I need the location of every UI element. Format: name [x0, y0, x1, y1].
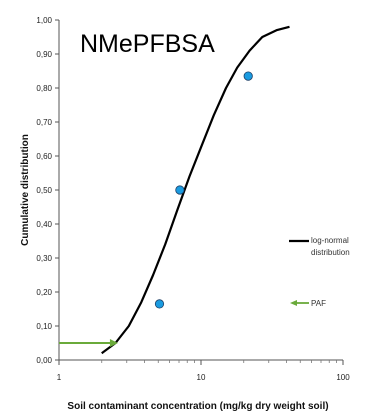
y-tick-label: 0,20 — [36, 288, 52, 297]
paf-layer — [59, 339, 118, 347]
y-tick-label: 0,30 — [36, 254, 52, 263]
y-axis-title: Cumulative distribution — [20, 134, 31, 246]
y-tick-label: 0,50 — [36, 186, 52, 195]
data-point — [175, 185, 185, 195]
x-tick-label: 1 — [57, 373, 62, 382]
y-tick-label: 0,60 — [36, 152, 52, 161]
legend-label-line: log-normal — [311, 236, 349, 245]
y-tick-label: 1,00 — [36, 16, 52, 25]
x-tick-label: 100 — [336, 373, 350, 382]
x-ticks: 1 10 100 — [57, 360, 350, 382]
curve-layer — [101, 25, 290, 355]
legend-arrowhead — [290, 300, 297, 306]
chart-title: NMePFBSA — [80, 30, 215, 58]
y-tick-label: 0,10 — [36, 322, 52, 331]
data-point — [243, 71, 253, 81]
y-tick-label: 0,80 — [36, 84, 52, 93]
log-normal-curve — [101, 25, 290, 355]
x-axis-title: Soil contaminant concentration (mg/kg dr… — [67, 401, 328, 412]
legend-label-line: distribution — [311, 248, 350, 257]
legend-label: PAF — [311, 299, 326, 308]
data-point — [154, 299, 165, 309]
axes — [58, 20, 343, 361]
y-tick-label: 0,70 — [36, 118, 52, 127]
paf-arrowhead — [109, 339, 118, 347]
legend: log-normal distribution PAF — [289, 236, 350, 308]
y-tick-label: 0,00 — [36, 356, 52, 365]
x-tick-label: 10 — [197, 373, 206, 382]
y-ticks: 0,00 0,10 0,20 0,30 0,40 0,50 0,60 0,70 0,80 0,90… — [36, 16, 59, 365]
legend-label: log-normal distribution — [311, 236, 350, 257]
y-tick-label: 0,90 — [36, 50, 52, 59]
points-layer — [154, 71, 253, 309]
y-tick-label: 0,40 — [36, 220, 52, 229]
